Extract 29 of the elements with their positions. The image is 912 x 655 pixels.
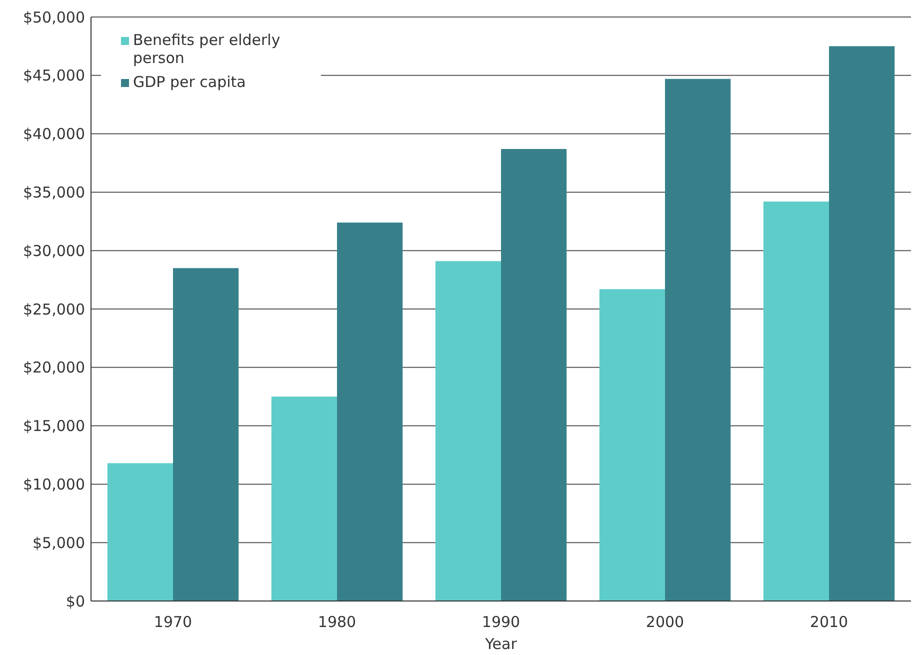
bar — [337, 222, 403, 601]
y-tick-label: $10,000 — [22, 475, 85, 494]
x-tick-label: 2000 — [646, 613, 684, 631]
y-tick-label: $50,000 — [22, 8, 85, 26]
bar — [599, 289, 665, 601]
bar — [435, 261, 501, 601]
x-tick-label: 2010 — [810, 613, 848, 631]
y-tick-label: $35,000 — [22, 183, 85, 202]
bar — [271, 396, 337, 601]
bar — [173, 268, 239, 601]
y-tick-label: $0 — [66, 592, 85, 610]
x-axis-title: Year — [484, 635, 518, 653]
y-tick-label: $5,000 — [32, 534, 85, 552]
legend-label: Benefits per elderly person — [133, 31, 280, 67]
y-tick-label: $25,000 — [22, 300, 85, 318]
bar — [501, 148, 567, 601]
bar — [763, 202, 829, 601]
bar — [107, 463, 173, 601]
x-tick-label: 1980 — [318, 613, 356, 631]
bar — [829, 46, 895, 601]
bar — [665, 78, 731, 601]
y-tick-label: $15,000 — [22, 417, 85, 436]
legend-label: GDP per capita — [133, 73, 246, 91]
y-tick-label: $40,000 — [22, 125, 85, 144]
x-tick-label: 1970 — [154, 613, 192, 631]
y-tick-label: $30,000 — [22, 242, 85, 260]
y-tick-label: $20,000 — [22, 358, 85, 377]
y-tick-label: $45,000 — [22, 66, 85, 85]
x-tick-label: 1990 — [482, 613, 520, 631]
